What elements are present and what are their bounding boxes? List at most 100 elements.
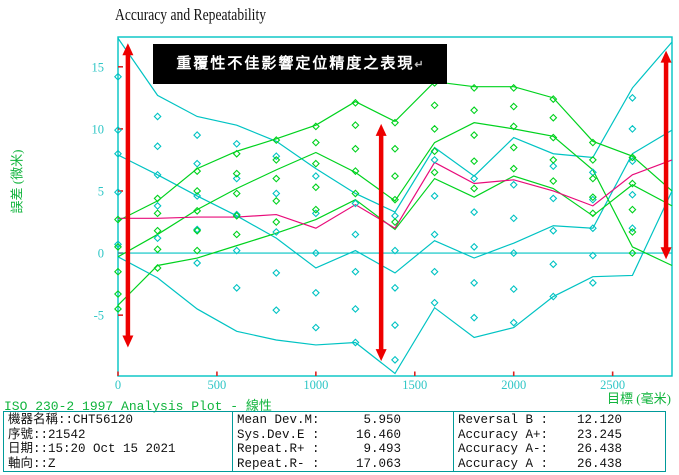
marker-down-run-points (628, 93, 637, 102)
marker-up-run-points (430, 168, 439, 177)
stat-value: 17.063 (355, 456, 401, 471)
stat-label: Accuracy A : (458, 456, 549, 471)
marker-down-run-points (153, 201, 162, 210)
marker-up-run-points (351, 121, 360, 130)
machine-info-cell: 機器名稱::CHT56120 序號::21542 日期::15:20 Oct 15 … (4, 412, 233, 471)
marker-down-run-points (351, 230, 360, 239)
chart-title: Accuracy and Repeatability (115, 5, 267, 24)
marker-down-run-points (311, 288, 320, 297)
marker-up-run-points (391, 144, 399, 153)
marker-up-run-points (114, 242, 122, 251)
annotation-text: 重覆性不佳影響定位精度之表現 (176, 56, 415, 72)
marker-down-run-points (588, 224, 597, 233)
machine-info-row: 序號::21542 (8, 427, 86, 442)
marker-up-run-points (391, 195, 399, 204)
marker-down-run-points (272, 227, 281, 236)
marker-up-run-points (391, 218, 399, 226)
marker-up-run-points (114, 215, 122, 224)
x-tick-label: 2500 (600, 378, 625, 392)
machine-info-row: 機器名稱::CHT56120 (8, 413, 134, 427)
stat-row: Sys.Dev.E : 16.460 (233, 428, 401, 443)
marker-up-run-points (232, 149, 241, 158)
annotation-textbox[interactable]: 重覆性不佳影響定位精度之表現↵ (153, 44, 447, 84)
machine-info-row: 日期::15:20 Oct 15 2021 (8, 442, 176, 456)
y-tick-label: 15 (92, 60, 105, 74)
marker-down-run-points (430, 191, 439, 200)
marker-down-run-points (114, 188, 122, 197)
marker-up-run-points (351, 167, 360, 176)
marker-up-run-points (232, 230, 241, 239)
marker-up-run-points (628, 227, 637, 236)
marker-up-run-points (272, 196, 281, 205)
y-tick-label: 10 (92, 122, 105, 136)
marker-down-run-points (272, 152, 281, 161)
marker-up-run-points (311, 183, 320, 192)
marker-down-run-points (628, 224, 637, 233)
marker-down-run-points (509, 214, 518, 223)
marker-up-run-points (311, 122, 320, 131)
stat-row: Mean Dev.M: 5.950 (233, 413, 401, 428)
marker-down-run-points (114, 72, 122, 81)
marker-down-run-points (272, 268, 281, 277)
stat-row: Accuracy A-: 26.438 (454, 442, 622, 457)
marker-up-run-points (391, 118, 399, 127)
marker-down-run-points (272, 306, 281, 315)
plot-border (117, 36, 673, 377)
marker-down-run-points (588, 251, 597, 260)
machine-info-row: 軸向::Z (8, 456, 56, 471)
marker-up-run-points (470, 131, 479, 140)
marker-up-run-points (153, 209, 162, 218)
stat-row: Accuracy A : 26.438 (454, 457, 622, 472)
marker-down-run-points (351, 199, 360, 208)
marker-up-run-points (114, 304, 122, 313)
stat-label: Repeat.R+ : (237, 442, 320, 456)
marker-down-run-points (470, 278, 479, 287)
marker-up-run-points (153, 194, 162, 203)
x-tick-label: 2000 (501, 378, 526, 392)
marker-up-run-points (509, 164, 518, 173)
marker-down-run-points (470, 313, 479, 322)
stat-value: 26.438 (576, 456, 622, 471)
x-tick-label: 0 (115, 378, 121, 392)
marker-down-run-points (430, 267, 439, 276)
marker-up-run-points (193, 187, 202, 195)
series-up-band-mid (117, 122, 673, 267)
arrow-head-down-repeatability-span-left (122, 335, 134, 348)
marker-up-run-points (470, 157, 479, 166)
marker-up-run-points (549, 155, 558, 164)
marker-down-run-points (311, 209, 320, 218)
marker-down-run-points (470, 208, 479, 217)
marker-up-run-points (628, 249, 637, 258)
marker-down-run-points (232, 246, 241, 255)
marker-down-run-points (114, 149, 122, 158)
stat-value: 16.460 (355, 427, 401, 442)
marker-down-run-points (232, 283, 241, 292)
x-tick-label: 1500 (402, 378, 427, 392)
marker-down-run-points (549, 292, 558, 301)
marker-up-run-points (588, 138, 597, 147)
marker-down-run-points (391, 355, 399, 364)
marker-up-run-points (311, 138, 320, 147)
marker-down-run-points (549, 194, 558, 203)
marker-down-run-points (549, 162, 558, 171)
marker-up-run-points (509, 83, 518, 92)
marker-down-run-points (193, 159, 202, 168)
marker-up-run-points (549, 95, 558, 104)
marker-down-run-points (232, 174, 241, 183)
marker-up-run-points (351, 144, 360, 153)
marker-down-run-points (311, 172, 320, 181)
marker-up-run-points (351, 98, 360, 107)
arrow-head-down-repeatability-span-middle (375, 349, 387, 362)
marker-up-run-points (193, 206, 202, 215)
marker-down-run-points (351, 304, 360, 313)
marker-up-run-points (391, 172, 399, 181)
marker-down-run-points (311, 249, 320, 258)
marker-up-run-points (470, 184, 479, 193)
marker-down-run-points (193, 225, 202, 234)
marker-down-run-points (470, 242, 479, 251)
marker-up-run-points (588, 174, 597, 183)
marker-up-run-points (588, 209, 597, 218)
stats-left-cell: Mean Dev.M: 5.950 Sys.Dev.E :16.460 Repeat.… (233, 412, 454, 471)
marker-down-run-points (628, 190, 637, 199)
